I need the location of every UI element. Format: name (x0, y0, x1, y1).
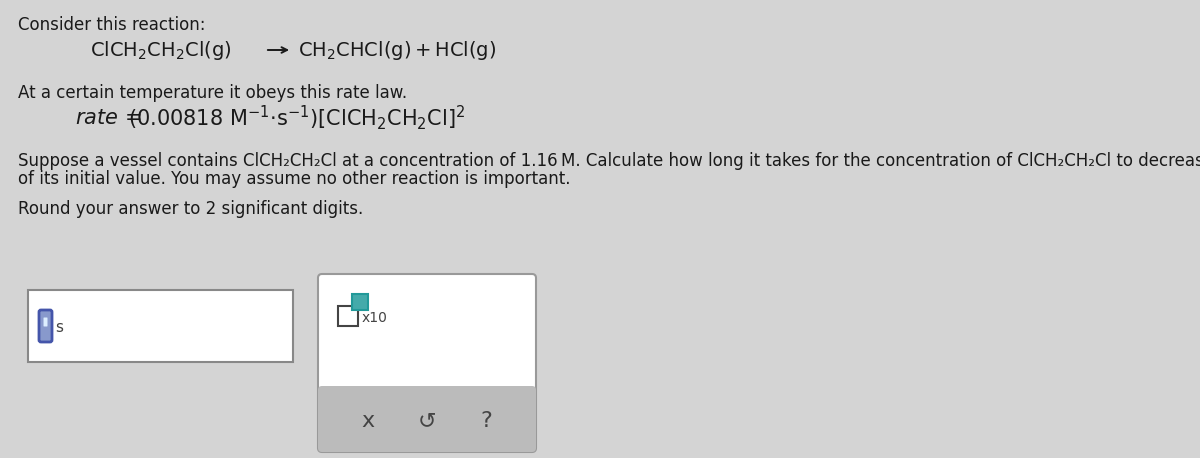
FancyBboxPatch shape (318, 274, 536, 452)
Text: Round your answer to 2 significant digits.: Round your answer to 2 significant digit… (18, 200, 364, 218)
Bar (326, 419, 528, 448)
Bar (28, 290, 293, 362)
Text: Suppose a vessel contains ClCH₂CH₂Cl at a concentration of 1.16 M. Calculate how: Suppose a vessel contains ClCH₂CH₂Cl at … (18, 152, 1200, 170)
Text: of its initial value. You may assume no other reaction is important.: of its initial value. You may assume no … (18, 170, 570, 188)
FancyBboxPatch shape (38, 310, 52, 342)
Text: x10: x10 (362, 311, 388, 325)
Text: ↺: ↺ (418, 411, 437, 431)
Bar (338, 306, 358, 326)
Text: s: s (55, 320, 64, 334)
Bar (352, 294, 368, 310)
FancyBboxPatch shape (43, 317, 48, 327)
Text: $\mathit{rate}$ =: $\mathit{rate}$ = (74, 108, 144, 128)
Text: Consider this reaction:: Consider this reaction: (18, 16, 205, 34)
Text: $\mathrm{CH_2CHCl(g) + HCl(g)}$: $\mathrm{CH_2CHCl(g) + HCl(g)}$ (298, 38, 496, 61)
Text: At a certain temperature it obeys this rate law.: At a certain temperature it obeys this r… (18, 84, 407, 102)
FancyBboxPatch shape (318, 386, 536, 452)
Text: x: x (361, 411, 374, 431)
Text: ?: ? (480, 411, 492, 431)
Text: $(0.00818\ \mathrm{M}^{-1}{\cdot}\mathrm{s}^{-1})[\mathrm{ClCH_2CH_2Cl}]^2$: $(0.00818\ \mathrm{M}^{-1}{\cdot}\mathrm… (128, 104, 466, 132)
Text: $\mathrm{ClCH_2CH_2Cl}$$\mathrm{(g)}$: $\mathrm{ClCH_2CH_2Cl}$$\mathrm{(g)}$ (90, 38, 232, 61)
